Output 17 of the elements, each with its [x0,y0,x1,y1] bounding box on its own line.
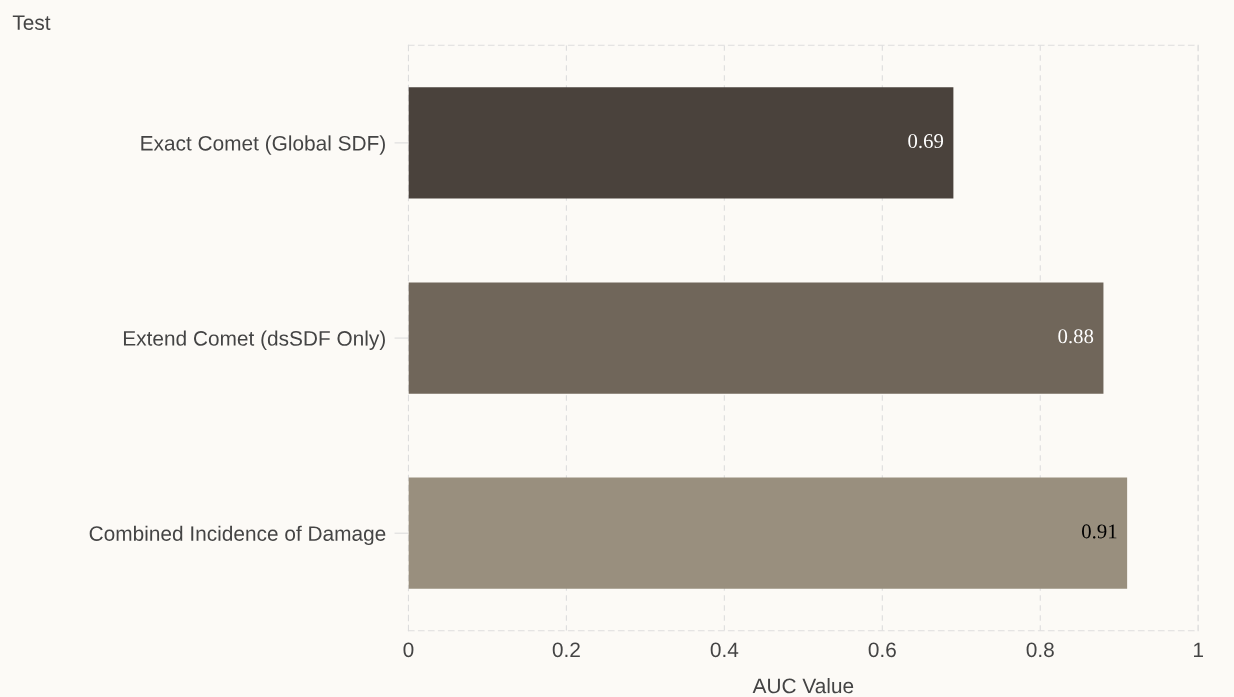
x-tick-label: 0.2 [552,642,580,658]
data-label: 0.69 [908,134,944,149]
bar [408,87,954,199]
x-tick-label: 0.6 [868,642,896,658]
text: Test [12,15,51,30]
data-label: 0.91 [1081,524,1117,539]
bar [408,477,1128,589]
bar [408,282,1104,394]
data-label: 0.88 [1058,329,1094,344]
y-tick-label: Exact Comet (Global SDF) [141,135,385,155]
x-tick-label: 0.8 [1026,642,1054,658]
x-tick-label: 0 [403,642,414,658]
x-tick-label: 1 [1194,642,1203,657]
x-tick-label: 0.4 [710,642,739,658]
y-tick-label: Combined Incidence of Damage [89,525,386,546]
y-tick-label: Extend Comet (dsSDF Only) [123,330,385,350]
x-axis-title: AUC Value [752,677,854,694]
